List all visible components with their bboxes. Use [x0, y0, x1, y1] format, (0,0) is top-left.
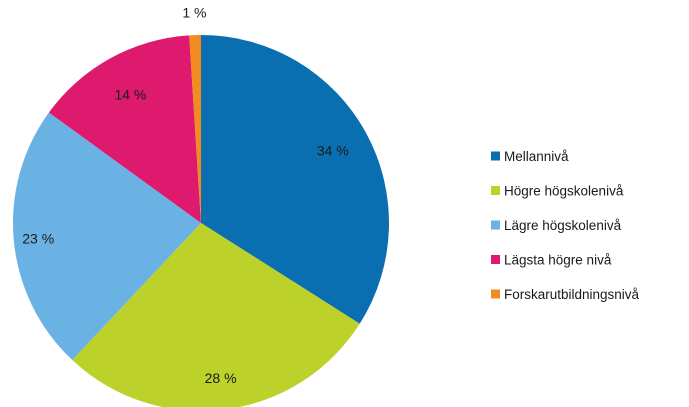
pie-slice-1 — [201, 35, 389, 324]
data-label-3: 23 % — [22, 230, 54, 246]
pie-slices — [12, 35, 389, 407]
data-label-4: 14 % — [114, 87, 146, 103]
legend: Mellannivå Högre högskolenivå Lägre högsko… — [491, 149, 640, 302]
legend-swatch-4 — [491, 255, 500, 264]
pie-slice-4 — [48, 35, 202, 224]
legend-label-1: Mellannivå — [504, 149, 569, 164]
legend-label-3: Lägre högskolenivå — [504, 218, 622, 233]
legend-label-5: Forskarutbildningsnivå — [504, 287, 640, 302]
legend-swatch-2 — [491, 186, 500, 195]
legend-swatch-3 — [491, 220, 500, 230]
legend-swatch-5 — [491, 289, 500, 299]
pie-slice-2 — [72, 223, 360, 407]
pie-data-labels: 34 % 28 % 23 % 14 % 1 % — [22, 5, 349, 386]
data-label-5: 1 % — [182, 5, 206, 21]
pie-slice-5 — [189, 35, 201, 223]
data-label-1: 34 % — [317, 143, 349, 159]
legend-label-2: Högre högskolenivå — [504, 184, 624, 199]
legend-swatch-1 — [491, 151, 500, 161]
pie-slice-3 — [12, 112, 202, 361]
data-label-2: 28 % — [205, 370, 237, 386]
legend-label-4: Lägsta högre nivå — [504, 253, 612, 268]
